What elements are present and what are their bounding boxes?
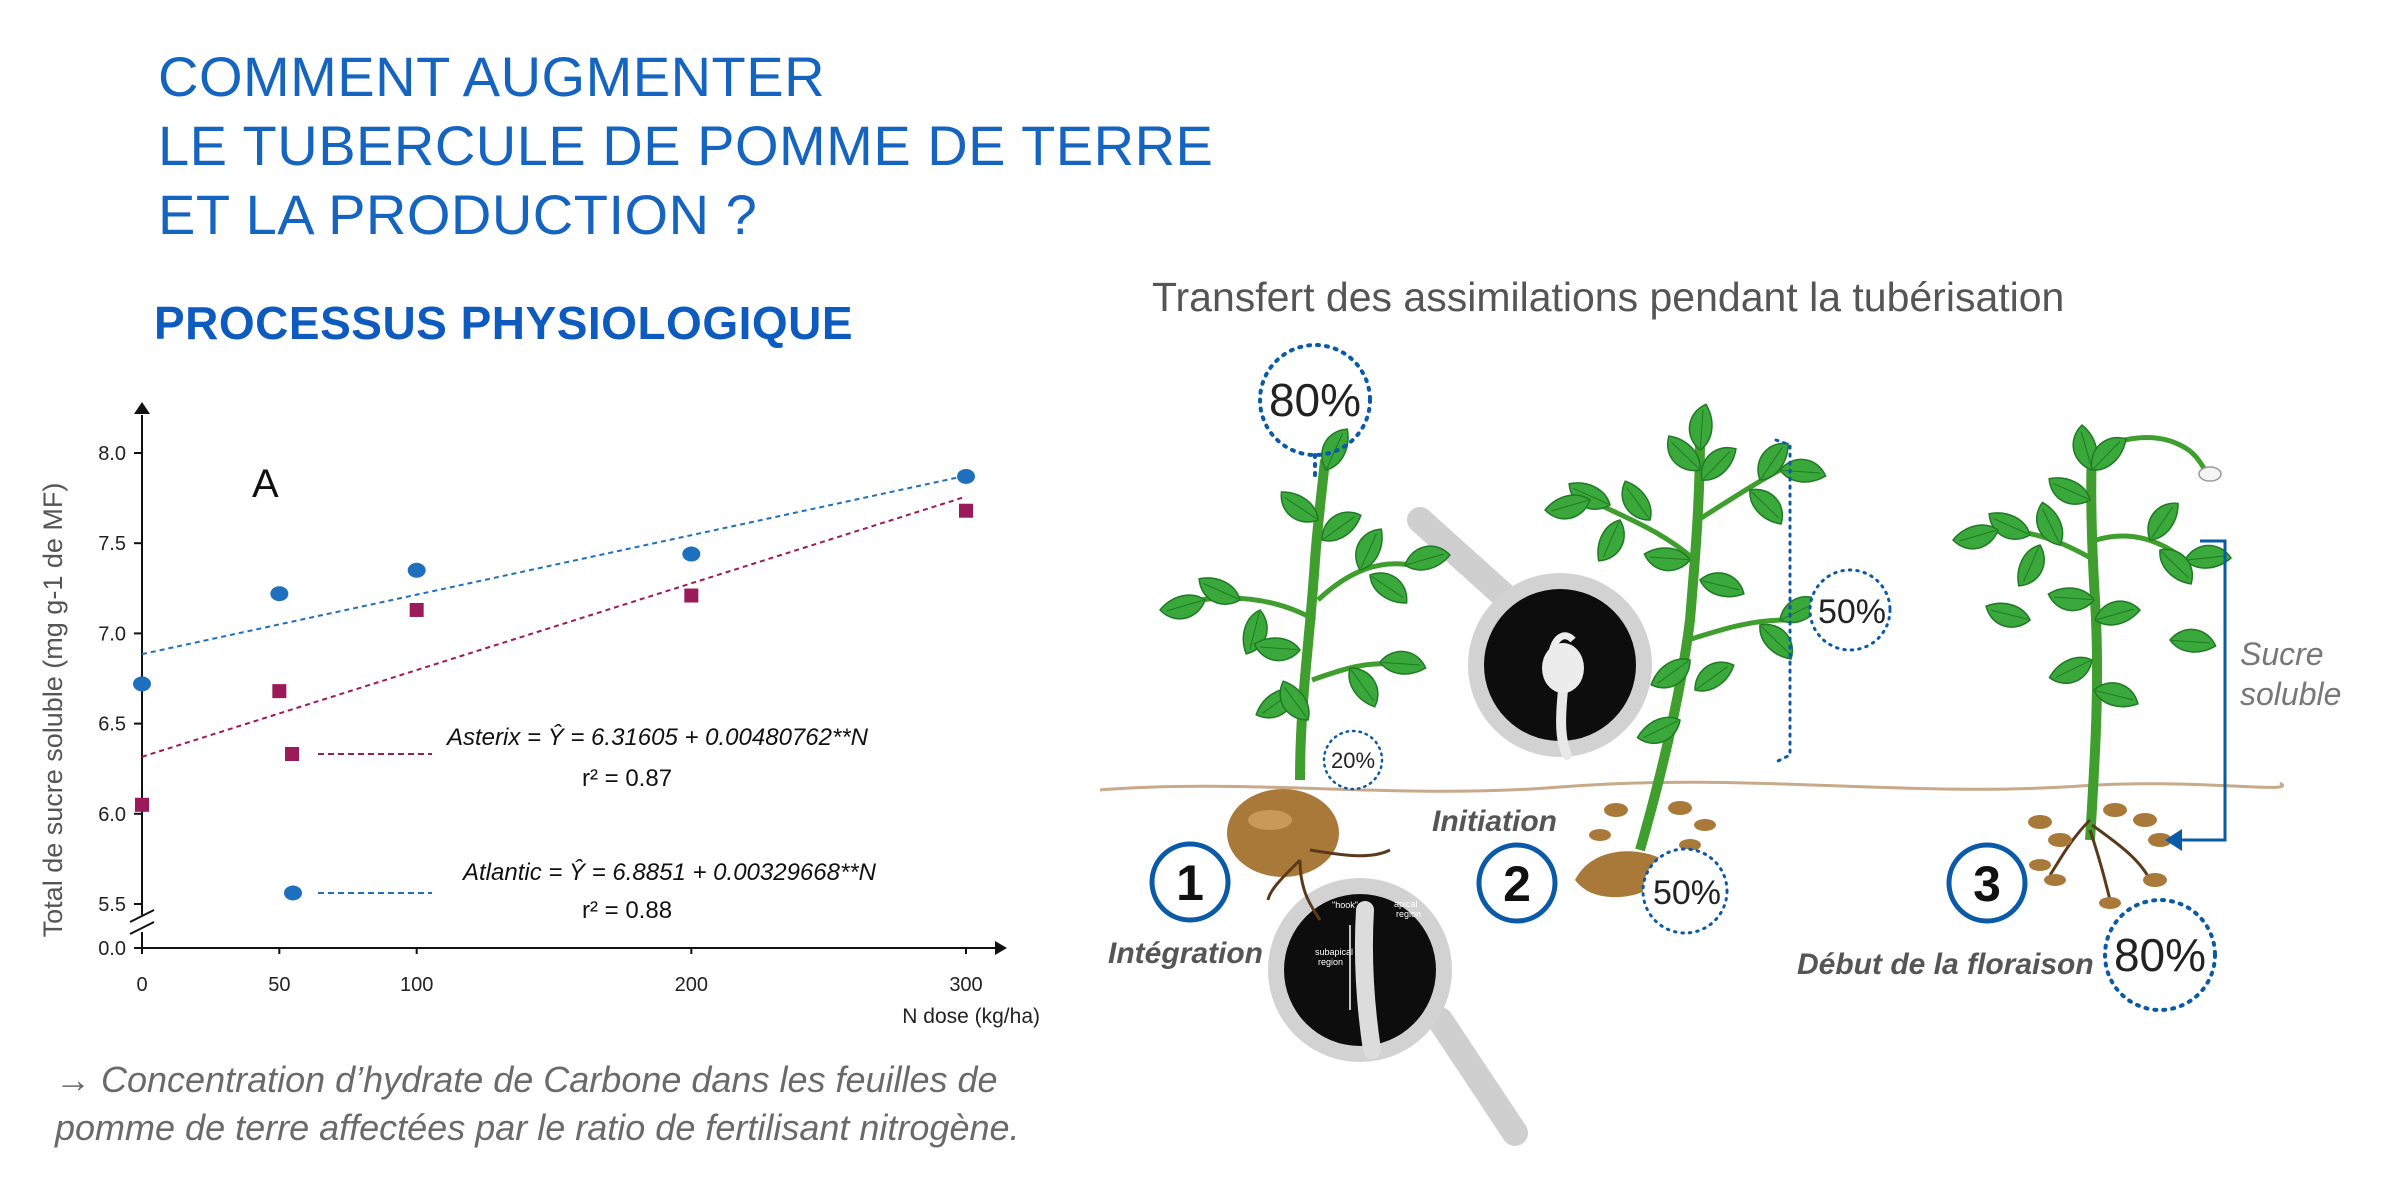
stage-2-root-percent: 50% (1653, 874, 1721, 912)
stage-2-number-badge (1476, 842, 1558, 924)
point-asterix (409, 602, 424, 617)
micro-label-apical-2: region (1396, 909, 1421, 919)
point-atlantic (270, 586, 289, 602)
y-axis-arrow (134, 402, 150, 414)
stage-2-root-percent-badge (1641, 847, 1729, 935)
stage-3-side-label-line-2: soluble (2240, 676, 2341, 712)
plant-stage-1: 80% 20% 1 Intégration (1108, 343, 1453, 970)
plant-stage-3: Sucre soluble 80% 3 Début de la floraiso… (1797, 422, 2341, 1012)
x-axis-arrow (995, 941, 1007, 955)
stage-1-number-badge (1149, 841, 1231, 923)
magnifier-stolon: "hook" apical region subapical region (1268, 878, 1528, 1146)
sugar-vs-nitrogen-chart: 0.0 5.5 6.0 6.5 7.0 7.5 8.0 0 50 100 200 300 A Tota… (38, 402, 1040, 1028)
legend-asterix-r2: r² = 0.87 (582, 765, 672, 792)
legend-atlantic-equation: Atlantic = Ŷ = 6.8851 + 0.00329668**N (461, 859, 877, 886)
stage-2-top-percent-badge (1808, 568, 1892, 652)
micro-label-subapical-2: region (1318, 957, 1343, 967)
y-tick-label: 8.0 (98, 443, 126, 465)
plant-stage-2: 50% 50% 2 Initiation (1432, 401, 1892, 935)
x-tick-label: 50 (268, 974, 290, 996)
point-atlantic (957, 468, 975, 484)
stage-1-top-percent: 80% (1269, 374, 1361, 426)
soil-line (1099, 780, 2284, 793)
title-line-3: ET LA PRODUCTION ? (158, 183, 758, 246)
stage-3-root-percent: 80% (2114, 929, 2206, 981)
x-tick-label: 100 (400, 974, 433, 996)
axis-break-mark (129, 921, 155, 935)
stage-2-top-percent: 50% (1818, 593, 1886, 631)
point-atlantic (682, 546, 701, 562)
x-tick-label: 200 (675, 974, 708, 996)
stage-1-root-percent-badge (1322, 729, 1384, 791)
caption-line-2: pomme de terre affectées par le ratio de… (55, 1107, 1020, 1148)
stage-3-root-percent-badge (2103, 898, 2217, 1012)
chart-fit-lines (141, 474, 967, 758)
stage-3-label: Début de la floraison (1797, 948, 2094, 981)
x-tick-label: 0 (136, 974, 147, 996)
fit-line-atlantic (141, 474, 967, 656)
tuberization-illustration: "hook" apical region subapical region 80… (1099, 343, 2341, 1146)
point-atlantic (407, 562, 426, 578)
point-asterix (135, 797, 149, 812)
stage-1-number: 1 (1176, 855, 1204, 911)
micro-label-hook: "hook" (1332, 900, 1358, 910)
stage-2-number: 2 (1503, 856, 1531, 912)
title-line-1: COMMENT AUGMENTER (158, 45, 826, 108)
y-tick-label: 6.0 (98, 804, 126, 826)
page-title: COMMENT AUGMENTER LE TUBERCULE DE POMME … (158, 42, 1213, 249)
magnifier-sprout (1407, 507, 1652, 760)
point-asterix (959, 503, 973, 518)
stage-3-number: 3 (1973, 856, 2001, 912)
y-tick-label: 6.5 (98, 714, 126, 736)
stage-1-top-percent-badge (1258, 343, 1372, 457)
y-axis-label: Total de sucre soluble (mg g-1 de MF) (38, 483, 68, 938)
axis-break-mark (129, 909, 155, 923)
point-atlantic (133, 676, 151, 692)
chart-points (133, 468, 975, 812)
title-line-2: LE TUBERCULE DE POMME DE TERRE (158, 114, 1214, 177)
micro-label-subapical-1: subapical (1315, 947, 1353, 957)
caption-line-1: → Concentration d’hydrate de Carbone dan… (55, 1059, 998, 1100)
y-tick-label: 7.5 (98, 533, 126, 555)
stage-3-side-label-line-1: Sucre (2240, 636, 2324, 672)
fit-line-asterix (141, 495, 967, 758)
section-subtitle: PROCESSUS PHYSIOLOGIQUE (154, 297, 854, 349)
x-axis-label: N dose (kg/ha) (902, 1005, 1040, 1028)
y-tick-label: 7.0 (98, 623, 126, 645)
legend-asterix-equation: Asterix = Ŷ = 6.31605 + 0.00480762**N (445, 724, 869, 751)
y-tick-label: 5.5 (98, 894, 126, 916)
stage-3-number-badge (1946, 842, 2028, 924)
stage-1-root-percent: 20% (1331, 748, 1375, 773)
y-tick-label: 0.0 (98, 938, 126, 960)
legend-atlantic-marker (284, 885, 302, 901)
chart-axes: 0.0 5.5 6.0 6.5 7.0 7.5 8.0 0 50 100 200 300 (98, 402, 1007, 996)
stage-2-label: Initiation (1432, 805, 1557, 838)
micro-label-apical-1: apical (1394, 899, 1418, 909)
point-asterix (684, 588, 699, 603)
chart-caption: → Concentration d’hydrate de Carbone dan… (55, 1056, 1125, 1152)
legend-atlantic-r2: r² = 0.88 (582, 897, 672, 924)
stage-1-label: Intégration (1108, 937, 1263, 970)
x-tick-label: 300 (949, 974, 982, 996)
point-asterix (272, 684, 287, 699)
illustration-title: Transfert des assimilations pendant la t… (1152, 274, 2065, 320)
legend-asterix-marker (285, 747, 299, 761)
panel-label: A (252, 462, 279, 506)
